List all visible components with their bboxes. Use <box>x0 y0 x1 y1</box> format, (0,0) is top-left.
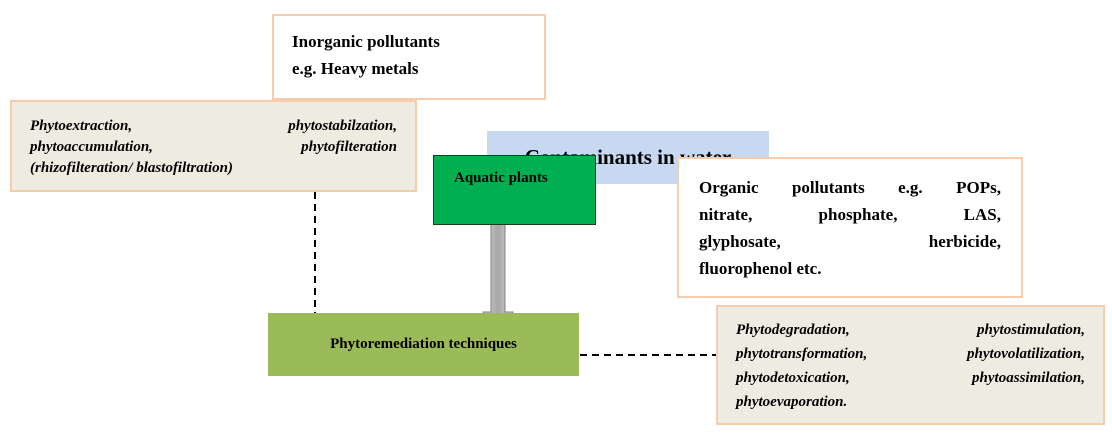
aquatic-plants-box: Aquatic plants <box>433 155 596 225</box>
box-text: phytoaccumulation, phytofilteration <box>30 139 397 155</box>
organic-box: Organic pollutants e.g. POPs, nitrate, p… <box>677 157 1023 298</box>
box-text: e.g. Heavy metals <box>292 59 419 78</box>
box-text: (rhizofilteration/ blastofiltration) <box>30 160 233 176</box>
box-text: phytotransformation, phytovolatilization… <box>736 346 1085 362</box>
organic-techniques-box: Phytodegradation, phytostimulation, phyt… <box>716 305 1105 425</box>
phytoremediation-box: Phytoremediation techniques <box>268 313 579 376</box>
box-text: nitrate, phosphate, LAS, <box>699 205 1001 224</box>
box-text: phytodetoxication, phytoassimilation, <box>736 370 1085 386</box>
box-text: Phytoremediation techniques <box>330 336 517 352</box>
box-text: Organic pollutants e.g. POPs, <box>699 178 1001 197</box>
box-text: Aquatic plants <box>454 170 548 186</box>
inorganic-techniques-box: Phytoextraction, phytostabilzation, phyt… <box>10 100 417 192</box>
box-text: glyphosate, herbicide, <box>699 232 1001 251</box>
box-text: Phytodegradation, phytostimulation, <box>736 322 1085 338</box>
inorganic-box: Inorganic pollutants e.g. Heavy metals <box>272 14 546 100</box>
box-text: phytoevaporation. <box>736 394 848 410</box>
box-text: Inorganic pollutants <box>292 32 440 51</box>
box-text: fluorophenol etc. <box>699 259 822 278</box>
box-text: Phytoextraction, phytostabilzation, <box>30 118 397 134</box>
